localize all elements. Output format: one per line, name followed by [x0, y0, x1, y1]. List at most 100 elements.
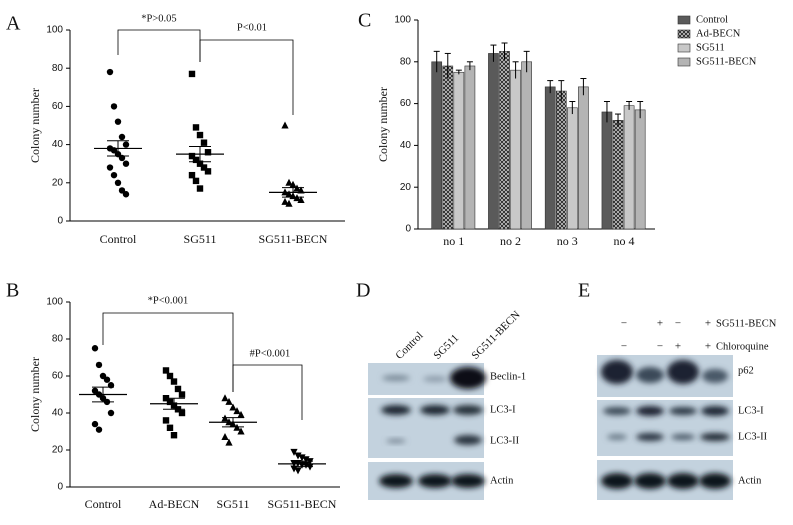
x-tick-label: Control [85, 497, 122, 511]
legend-label: SG511 [696, 42, 725, 53]
row-label: LC3-II [738, 431, 768, 442]
point [285, 190, 293, 198]
y-tick-label: 60 [52, 371, 64, 382]
y-tick-label: 0 [57, 482, 63, 493]
point [95, 361, 103, 369]
annotation: *P>0.05 [141, 13, 176, 24]
point [162, 367, 170, 374]
point [229, 403, 237, 411]
point [196, 185, 204, 192]
bar [601, 111, 613, 230]
bracket [232, 364, 303, 420]
y-tick-label: 80 [400, 56, 412, 67]
legend-swatch [677, 15, 691, 25]
sign: − [621, 318, 627, 330]
point [289, 180, 297, 188]
point [204, 168, 212, 175]
sign: − [657, 341, 663, 353]
point [196, 160, 204, 167]
y-tick-label: 0 [405, 224, 411, 235]
bar [499, 51, 510, 230]
y-tick-label: 20 [52, 445, 64, 456]
point [188, 70, 196, 78]
panel-letter: A [6, 13, 21, 35]
y-tick-label: 100 [46, 25, 63, 36]
point [297, 195, 305, 203]
band [381, 405, 411, 415]
point [221, 394, 229, 402]
annotation: #P<0.001 [250, 348, 291, 359]
bar [634, 109, 646, 230]
bar [623, 105, 635, 230]
point [200, 139, 208, 146]
point [122, 191, 130, 198]
sign: + [705, 318, 711, 330]
point [192, 156, 200, 164]
row-label: Actin [738, 475, 762, 486]
point [174, 385, 182, 393]
band [451, 474, 485, 488]
point [298, 454, 306, 462]
y-axis-label: Colony number [28, 88, 42, 163]
point [285, 199, 293, 207]
panel-letter: C [358, 10, 371, 32]
point [114, 179, 122, 186]
bar [567, 107, 578, 230]
point [281, 121, 289, 129]
point [162, 417, 170, 424]
band [418, 474, 452, 488]
x-tick-label: SG511-BECN [268, 497, 337, 511]
bar [464, 65, 476, 230]
legend-label: SG511-BECN [696, 56, 757, 67]
bar [431, 61, 443, 230]
bar [578, 86, 589, 230]
x-tick-label: SG511 [184, 232, 217, 246]
sign: − [675, 318, 681, 330]
sign: − [621, 341, 627, 353]
annotation: *P<0.001 [148, 295, 189, 306]
x-tick-label: no 1 [443, 234, 464, 248]
point [106, 68, 114, 76]
point [225, 438, 233, 446]
x-tick-label: Control [100, 232, 137, 246]
x-tick-label: no 4 [614, 234, 635, 248]
band [667, 473, 699, 489]
bar [488, 53, 499, 230]
blot-e: E − + − + SG511-BECN − − + + Chloroquine… [578, 280, 777, 500]
row-label: Beclin-1 [490, 371, 526, 382]
lane-label: SG511-BECN [469, 309, 522, 362]
point [188, 171, 196, 179]
band [636, 406, 664, 416]
bar [510, 69, 521, 230]
y-axis-label: Colony number [376, 87, 390, 162]
y-tick-label: 40 [52, 408, 64, 419]
bar [544, 86, 556, 230]
lane-label: SG511 [431, 332, 461, 362]
point [170, 432, 178, 439]
row-label: LC3-I [738, 405, 764, 416]
legend-label: Ad-BECN [696, 28, 741, 39]
point [170, 378, 178, 385]
row-label: LC3-I [490, 404, 516, 415]
band [601, 360, 633, 384]
point [178, 391, 186, 398]
point [95, 426, 103, 433]
point [281, 197, 289, 205]
bracket [117, 29, 201, 62]
point [233, 407, 241, 415]
point [178, 409, 186, 417]
point [221, 433, 229, 441]
band [603, 407, 631, 415]
point [107, 409, 115, 417]
y-tick-label: 40 [400, 140, 412, 151]
band [702, 369, 728, 383]
legend-label: Control [696, 14, 728, 25]
point [237, 427, 245, 435]
sign: + [675, 341, 681, 353]
band [636, 433, 664, 441]
bar [555, 90, 567, 230]
legend-swatch [677, 29, 691, 39]
legend-swatch [677, 57, 691, 67]
band [379, 474, 413, 488]
